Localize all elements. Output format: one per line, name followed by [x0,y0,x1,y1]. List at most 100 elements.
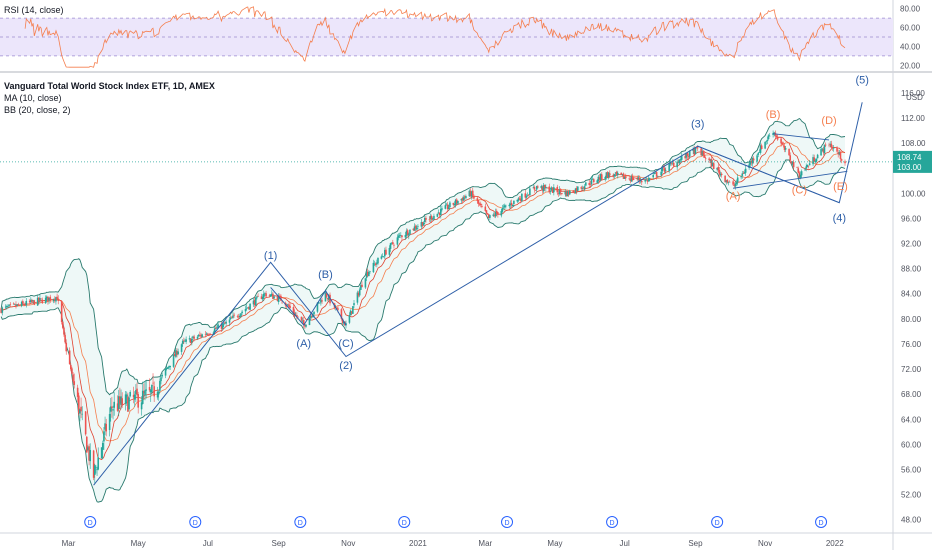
wave-line[interactable] [270,287,347,326]
wave-label[interactable]: (C) [792,184,807,196]
candle-body [788,149,790,156]
candle-body [567,191,570,195]
candle-body [527,194,530,196]
wave-label[interactable]: (4) [833,213,846,225]
wave-label[interactable]: (C) [338,338,353,350]
candle-body [564,191,567,195]
candle-body [505,205,507,207]
dividend-marker[interactable] [815,516,828,528]
time-axis-label: Jul [203,539,213,548]
candle-body [47,296,49,302]
triangle-trendline[interactable] [773,133,830,141]
candle-body [356,292,359,303]
candle-body [734,183,737,187]
candle-body [441,208,443,210]
triangle-trendline[interactable] [697,145,840,204]
candle-body [607,172,610,178]
candle-body [509,203,512,206]
candle-body [112,409,114,411]
candle-body [184,341,186,342]
candle-body [591,178,594,180]
dividend-marker[interactable] [189,516,202,528]
bb-lower-line[interactable] [0,159,846,503]
candle-body [457,200,459,204]
candle-body [65,342,68,352]
dividend-marker[interactable] [711,516,724,528]
candle-body [647,178,650,182]
candle-body [500,210,503,216]
candle-body [775,135,778,138]
candle-body [645,179,648,181]
candle-body [813,157,816,162]
candle-body [565,190,568,197]
dividend-marker[interactable] [294,516,307,528]
symbol-title[interactable]: Vanguard Total World Stock Index ETF, 1D… [4,81,215,91]
wave-label[interactable]: (1) [264,250,277,262]
candle-body [128,397,130,410]
candle-body [300,316,303,321]
candle-body [84,411,87,435]
wave-label[interactable]: (D) [821,115,836,127]
wave-label[interactable]: (3) [691,118,704,130]
candle-body [352,306,354,314]
candle-body [612,174,615,177]
dividend-marker[interactable] [501,516,514,528]
candle-body [678,159,681,164]
candle-body [830,143,833,148]
dividend-marker[interactable] [398,516,411,528]
candle-body [599,173,602,181]
candle-body [773,132,776,135]
candle-body [766,139,769,142]
candle-body [143,391,145,393]
candle-body [605,172,608,178]
candle-body [231,317,233,319]
candle-body [149,390,152,393]
candle-body [188,338,191,340]
wave-label[interactable]: (A) [296,338,311,350]
candle-body [404,234,407,238]
candle-body [60,301,63,322]
candle-body [377,257,379,264]
candle-body [604,176,607,180]
wave-label[interactable]: (2) [339,360,352,372]
wave-label[interactable]: (B) [318,269,333,281]
dividend-marker[interactable] [606,516,619,528]
candle-body [574,188,577,194]
candle-body [46,296,48,299]
candle-body [321,300,323,302]
candle-body [782,144,785,146]
candle-body [829,144,831,145]
wave-label[interactable]: (E) [833,181,848,193]
candle-body [701,150,704,156]
bb-legend[interactable]: BB (20, close, 2) [4,105,71,115]
candle-body [486,213,489,215]
time-axis-label: Sep [272,539,287,548]
candle-body [270,293,273,295]
ma-legend[interactable]: MA (10, close) [4,93,62,103]
triangle-trendline[interactable] [733,170,848,189]
wave-line[interactable] [93,102,863,486]
candle-body [622,173,625,179]
candle-body [304,324,306,327]
candle-body [429,216,432,219]
currency-label[interactable]: USD [906,93,923,102]
candle-body [519,198,522,201]
candle-body [676,161,678,168]
candle-body [12,303,15,305]
candle-body [543,184,546,188]
rsi-line[interactable] [24,6,846,68]
price-axis-label: 108.00 [901,139,926,148]
candle-body [220,324,223,329]
candle-body [590,179,593,185]
wave-label[interactable]: (5) [855,74,868,86]
candle-body [374,263,377,265]
candle-body [48,297,50,301]
candle-body [704,158,707,160]
wave-label[interactable]: (A) [726,191,741,203]
candle-body [405,230,408,236]
candle-body [132,394,135,398]
wave-label[interactable]: (B) [766,109,781,121]
time-axis-label: Sep [688,539,703,548]
dividend-marker[interactable] [84,516,97,528]
